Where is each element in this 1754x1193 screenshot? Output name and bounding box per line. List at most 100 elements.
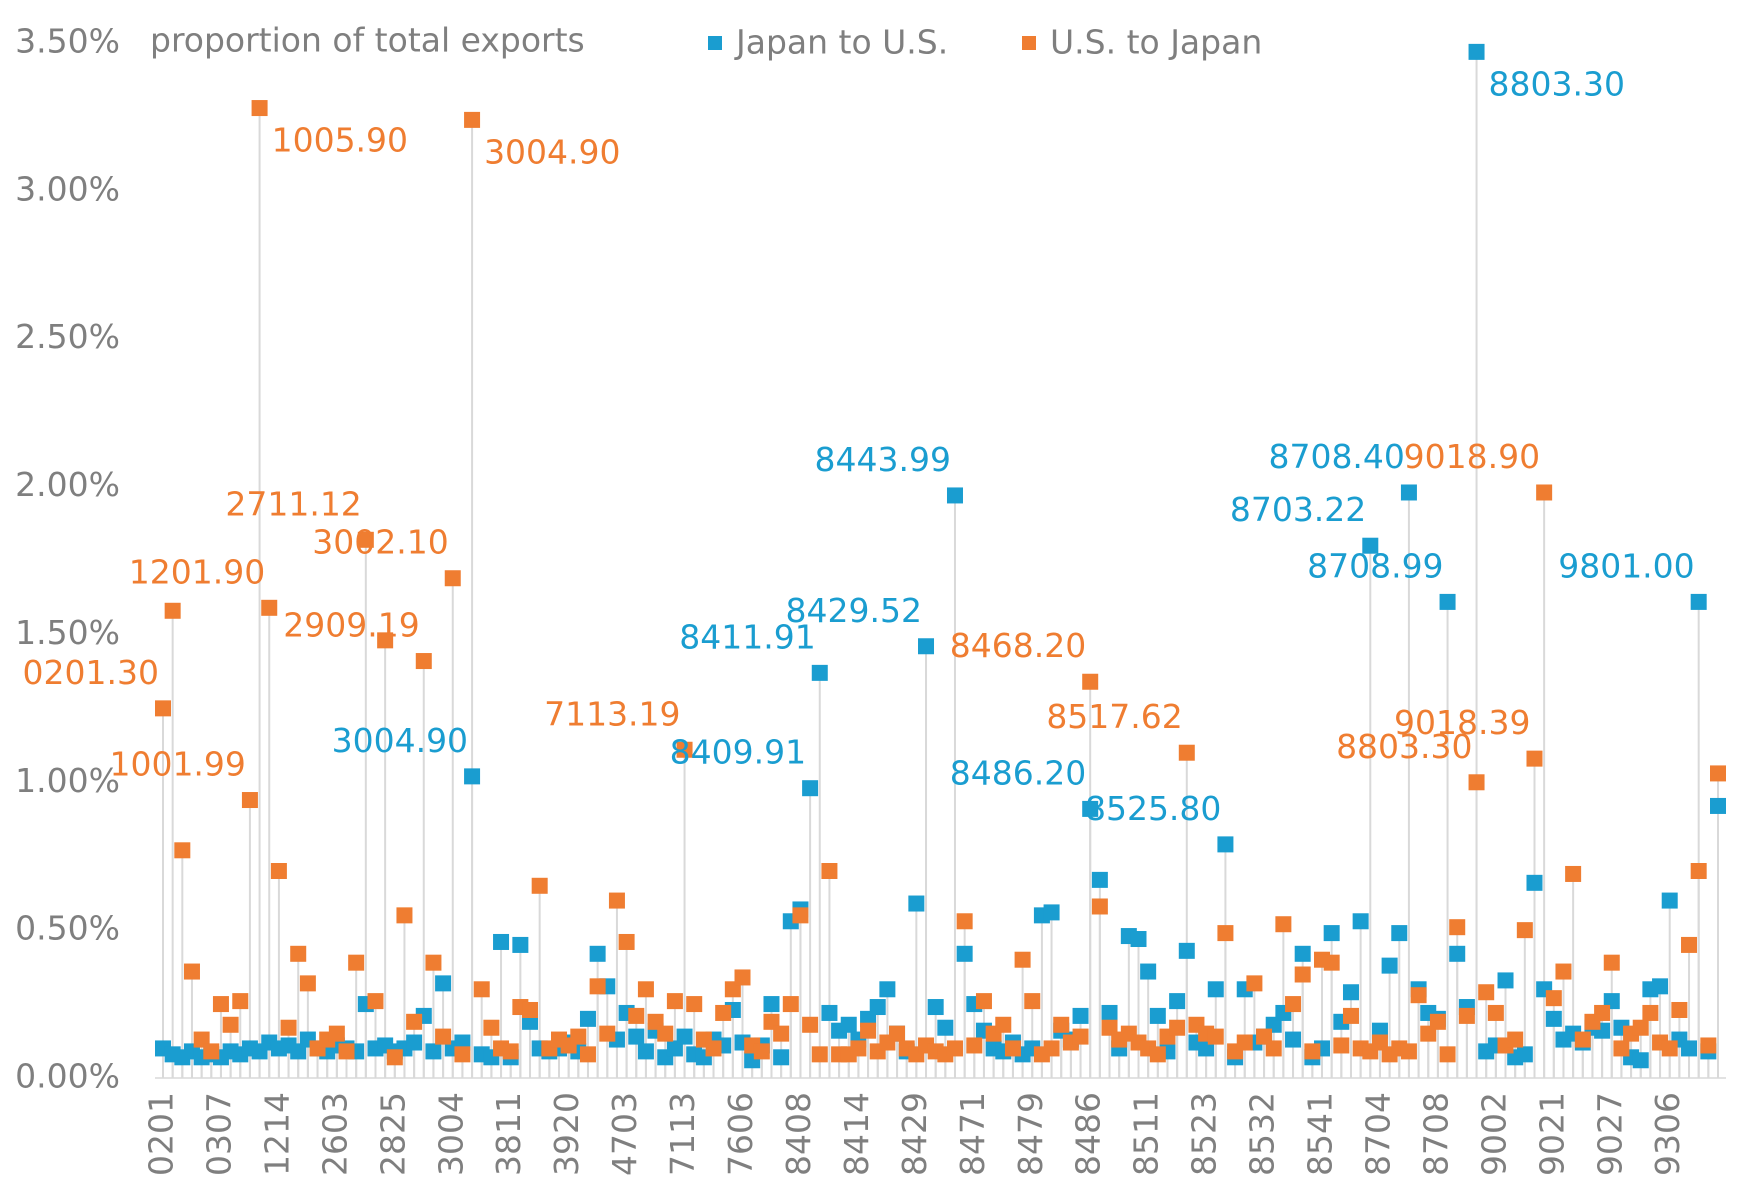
point (1178, 744, 1195, 761)
point (1507, 1031, 1524, 1048)
point (406, 1013, 423, 1030)
data-label: 1005.90 (272, 121, 408, 160)
point (879, 981, 896, 998)
legend-marker (1022, 36, 1036, 50)
point (975, 993, 992, 1010)
point (715, 1004, 732, 1021)
point (1072, 1028, 1089, 1045)
data-label: 8703.22 (1230, 490, 1366, 529)
point (425, 1043, 442, 1060)
point (396, 907, 413, 924)
point (251, 100, 268, 117)
point (522, 1001, 539, 1018)
point (1342, 1007, 1359, 1024)
point (995, 1016, 1012, 1033)
point (1294, 945, 1311, 962)
point (1285, 996, 1302, 1013)
point (183, 963, 200, 980)
point (164, 602, 181, 619)
point (483, 1019, 500, 1036)
x-tick-label: 2825 (373, 1092, 412, 1176)
point (473, 981, 490, 998)
x-tick-label: 8479 (1011, 1092, 1050, 1176)
x-tick-label: 7113 (663, 1092, 702, 1176)
point (415, 653, 432, 670)
point (1710, 797, 1726, 814)
x-tick-label: 8511 (1127, 1092, 1166, 1176)
point (1246, 975, 1263, 992)
point (1091, 898, 1108, 915)
point (1603, 954, 1620, 971)
point (328, 1025, 345, 1042)
point (270, 863, 287, 879)
x-tick-label: 2603 (315, 1092, 354, 1176)
point (1574, 1031, 1591, 1048)
x-tick-label: 8408 (779, 1092, 818, 1176)
point (946, 487, 963, 504)
data-label: 8486.20 (950, 753, 1086, 792)
point (734, 969, 751, 986)
chart-title: proportion of total exports (150, 21, 585, 60)
x-tick-label: 8429 (895, 1092, 934, 1176)
point (792, 907, 809, 924)
point (212, 996, 229, 1013)
data-label: 8525.80 (1085, 789, 1221, 828)
y-tick-label: 0.50% (15, 909, 120, 948)
point (1410, 987, 1427, 1004)
point (1323, 954, 1340, 971)
point (1082, 800, 1099, 817)
point (657, 1025, 674, 1042)
point (1207, 1028, 1224, 1045)
point (937, 1019, 954, 1036)
point (425, 954, 442, 971)
point (222, 1016, 239, 1033)
point (1178, 942, 1195, 959)
point (1265, 1040, 1282, 1057)
point (753, 1043, 770, 1060)
data-label: 8411.91 (679, 617, 815, 656)
point (666, 993, 683, 1010)
point (261, 599, 278, 616)
point (802, 1016, 819, 1033)
point (1304, 1043, 1321, 1060)
point (1149, 1046, 1166, 1063)
point (1555, 963, 1572, 980)
point (1207, 981, 1224, 998)
x-tick-label: 8541 (1301, 1092, 1340, 1176)
x-tick-label: 1214 (257, 1092, 296, 1176)
point (174, 842, 191, 859)
point (1478, 984, 1495, 1001)
data-label: 8429.52 (786, 591, 922, 630)
point (435, 975, 452, 992)
point (966, 1037, 983, 1054)
point (628, 1007, 645, 1024)
point (579, 1010, 596, 1027)
point (1149, 1007, 1166, 1024)
point (1710, 765, 1726, 782)
y-tick-label: 2.50% (15, 317, 120, 356)
point (1333, 1037, 1350, 1054)
point (357, 531, 374, 548)
x-tick-label: 9021 (1532, 1092, 1571, 1176)
data-label: 2909.19 (283, 606, 419, 645)
point (444, 570, 461, 587)
legend-marker (708, 36, 722, 50)
point (1545, 990, 1562, 1007)
point (628, 1028, 645, 1045)
legend-label: Japan to U.S. (734, 23, 948, 62)
point (1497, 972, 1514, 989)
point (1536, 484, 1553, 501)
point (232, 993, 249, 1010)
point (512, 936, 529, 953)
point (1487, 1004, 1504, 1021)
point (840, 1016, 857, 1033)
point (676, 1028, 693, 1045)
data-label: 1201.90 (129, 552, 265, 591)
point (280, 1019, 297, 1036)
point (608, 892, 625, 909)
point (377, 632, 394, 649)
point (1169, 993, 1186, 1010)
data-label: 0201.30 (23, 653, 159, 692)
point (493, 933, 510, 950)
